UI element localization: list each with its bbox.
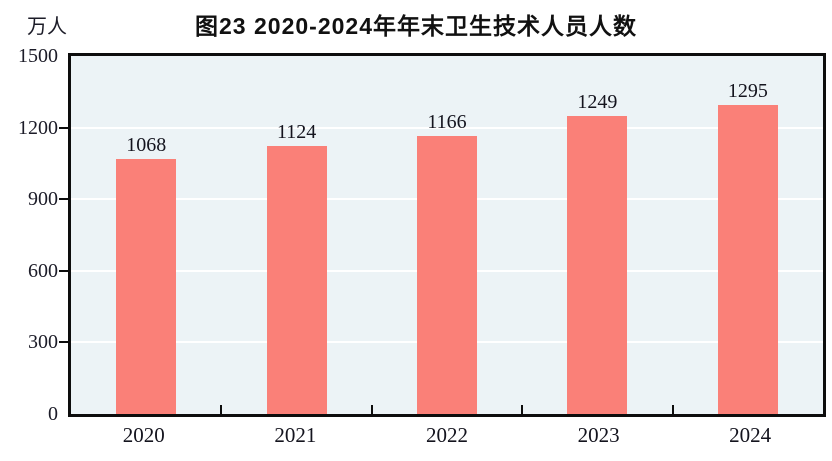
- bars-row: 1068 1124 1166 1249 1295: [71, 56, 823, 414]
- x-axis-tick: [370, 405, 373, 414]
- x-axis-label-2022: 2022: [425, 423, 468, 447]
- bar-2020: 1068: [116, 135, 177, 414]
- y-axis-label-600: 600: [28, 259, 58, 282]
- bar-slot-2021: 1124: [221, 56, 371, 414]
- x-axis-label-2024: 2024: [729, 423, 772, 447]
- bar-2022: 1166: [417, 112, 478, 414]
- y-axis-tick-600: [59, 269, 68, 272]
- bar-value-label: 1249: [577, 90, 618, 113]
- bar-2021: 1124: [266, 122, 327, 414]
- bar-2024: 1295: [717, 81, 778, 414]
- y-axis-label-900: 900: [28, 188, 58, 211]
- bar-value-label: 1295: [727, 79, 768, 102]
- y-axis-unit-label: 万人: [27, 16, 67, 38]
- plot-area: 1068 1124 1166 1249 1295: [68, 53, 826, 417]
- x-axis-label-2021: 2021: [274, 423, 317, 447]
- y-axis-tick-1200: [59, 126, 68, 129]
- x-axis-labels: 2020 2021 2022 2023 2024: [68, 423, 826, 448]
- y-axis-tick-900: [59, 198, 68, 201]
- x-axis-tick: [220, 405, 223, 414]
- bar-slot-2023: 1249: [522, 56, 672, 414]
- gridline-1200: [71, 126, 823, 129]
- x-axis-label-2020: 2020: [122, 423, 165, 447]
- y-axis-label-1500: 1500: [18, 45, 58, 67]
- bar-slot-2020: 1068: [71, 56, 221, 414]
- y-axis-tick-300: [59, 341, 68, 344]
- y-axis-label-300: 300: [28, 331, 58, 354]
- bar-value-label: 1124: [276, 120, 317, 143]
- x-axis-tick: [671, 405, 674, 414]
- bar-2023: 1249: [567, 92, 628, 414]
- bar-slot-2022: 1166: [372, 56, 522, 414]
- x-axis-label-2023: 2023: [577, 423, 620, 447]
- chart-title: 图23 2020-2024年年末卫生技术人员人数: [195, 13, 637, 39]
- bar-value-label: 1166: [427, 110, 467, 133]
- y-axis-label-0: 0: [48, 403, 58, 425]
- bar-slot-2024: 1295: [673, 56, 823, 414]
- y-axis-label-1200: 1200: [18, 116, 58, 139]
- bar-value-label: 1068: [126, 134, 167, 157]
- x-axis-tick: [521, 405, 524, 414]
